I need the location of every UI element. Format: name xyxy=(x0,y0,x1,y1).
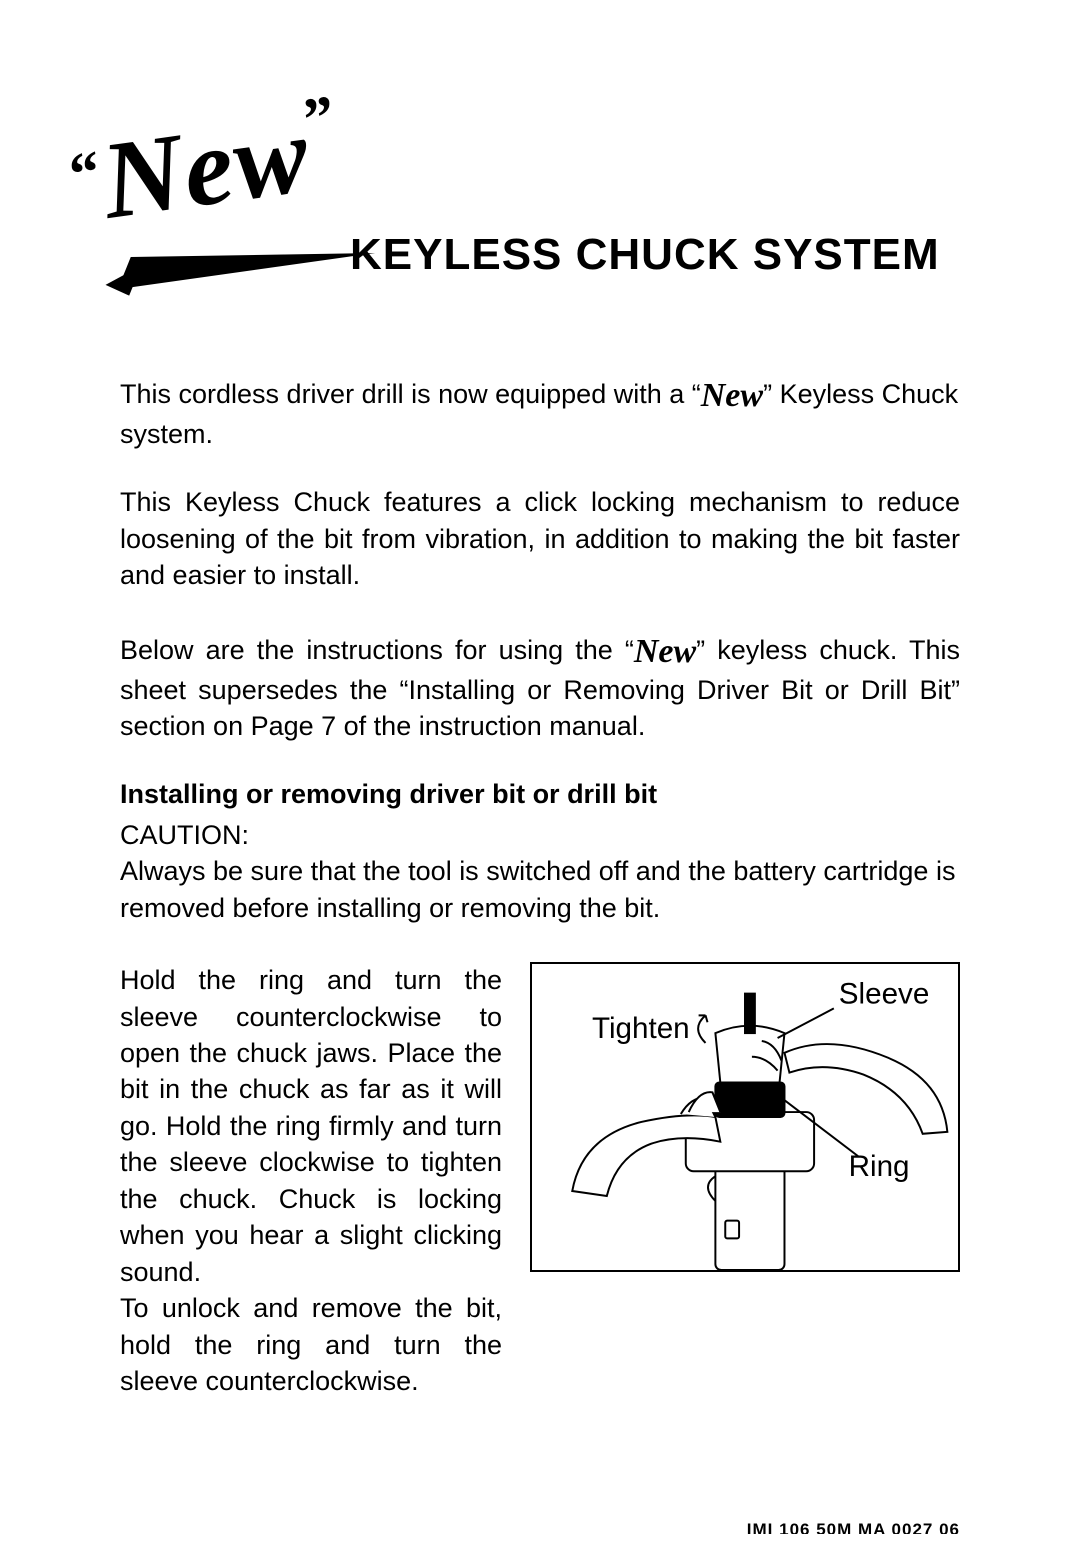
p1-quote-open: “ xyxy=(692,379,701,409)
p1-new-word: New xyxy=(701,373,763,419)
p1-text-a: This cordless driver drill is now equipp… xyxy=(120,379,692,409)
hero-new-text: New xyxy=(95,92,318,242)
body-text: This cordless driver drill is now equipp… xyxy=(120,370,960,1399)
caution-block: CAUTION: Always be sure that the tool is… xyxy=(120,817,960,926)
caution-label: CAUTION: xyxy=(120,817,960,853)
hero-block: “New” KEYLESS CHUCK SYSTEM xyxy=(120,80,960,300)
caution-text: Always be sure that the tool is switched… xyxy=(120,853,960,926)
p3-quote-open: “ xyxy=(625,635,634,665)
badge-shape xyxy=(725,1221,739,1239)
figure-column: Sleeve Tighten Ring xyxy=(530,962,960,1272)
tighten-arrow xyxy=(698,1015,707,1043)
p1-quote-close: ” xyxy=(763,379,772,409)
chuck-diagram: Sleeve Tighten Ring xyxy=(530,962,960,1272)
footer-code: IMI 106 50M MA 0027 06 xyxy=(747,1520,960,1534)
two-column: Hold the ring and turn the sleeve counte… xyxy=(120,962,960,1399)
bit-shape xyxy=(745,994,755,1033)
sleeve-shape xyxy=(715,1026,784,1083)
section-title: Installing or removing driver bit or dri… xyxy=(120,776,960,812)
headline: KEYLESS CHUCK SYSTEM xyxy=(350,230,940,280)
sleeve-leader xyxy=(778,1009,834,1039)
instruction-column: Hold the ring and turn the sleeve counte… xyxy=(120,962,502,1399)
p3-text-a: Below are the instructions for using the xyxy=(120,635,625,665)
ring-shape xyxy=(715,1083,784,1118)
page: “New” KEYLESS CHUCK SYSTEM This cordless… xyxy=(0,0,1080,1546)
drill-handle-shape xyxy=(715,1162,784,1271)
install-para-1: Hold the ring and turn the sleeve counte… xyxy=(120,962,502,1290)
p3-quote-close: ” xyxy=(696,635,705,665)
intro-para-3: Below are the instructions for using the… xyxy=(120,626,960,745)
label-tighten: Tighten xyxy=(592,1012,690,1045)
hero-new-word: “New” xyxy=(62,82,349,250)
install-para-2: To unlock and remove the bit, hold the r… xyxy=(120,1290,502,1399)
intro-para-1: This cordless driver drill is now equipp… xyxy=(120,370,960,452)
intro-para-2: This Keyless Chuck features a click lock… xyxy=(120,484,960,593)
label-ring: Ring xyxy=(849,1150,910,1183)
p3-new-word: New xyxy=(634,629,696,675)
label-sleeve: Sleeve xyxy=(839,978,930,1011)
trigger-shape xyxy=(708,1176,715,1201)
